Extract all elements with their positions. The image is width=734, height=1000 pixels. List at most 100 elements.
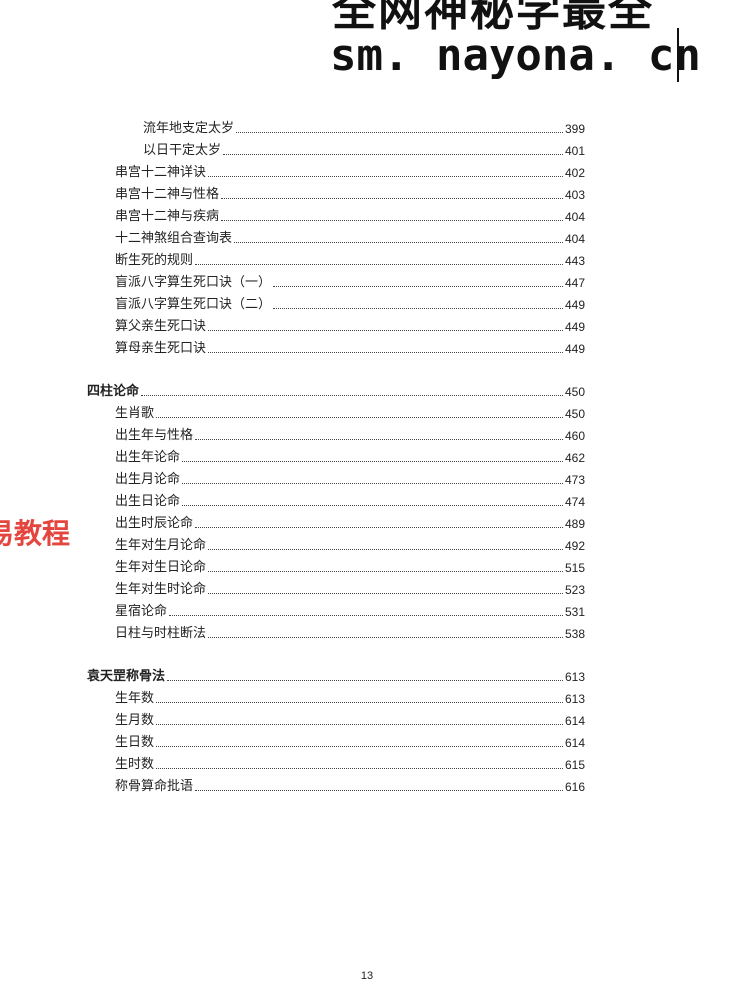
entry-title: 袁天罡称骨法 [87,668,166,683]
toc-entry: 出生年与性格 460 [115,425,585,447]
dot-leader [208,330,563,331]
watermark-line: sm. nayona. cn [330,30,701,81]
entry-page: 474 [564,495,585,509]
dot-leader [167,680,563,681]
dot-leader [156,417,563,418]
entry-page: 403 [564,188,585,202]
entry-title: 以日干定太岁 [143,142,222,157]
entry-page: 443 [564,254,585,268]
dot-leader [195,264,563,265]
entry-title: 出生月论命 [115,471,181,486]
entry-page: 447 [564,276,585,290]
entry-page: 615 [564,758,585,772]
dot-leader [208,637,563,638]
side-watermark: 易教程 [0,517,71,550]
dot-leader [234,242,563,243]
dot-leader [156,746,563,747]
entry-title: 称骨算命批语 [115,778,194,793]
entry-title: 出生日论命 [115,493,181,508]
entry-page: 460 [564,429,585,443]
dot-leader [195,790,563,791]
toc-entry: 以日干定太岁 401 [143,140,585,162]
entry-title: 串宫十二神与疾病 [115,208,220,223]
toc-entry: 算母亲生死口诀 449 [115,338,585,360]
entry-page: 489 [564,517,585,531]
entry-page: 462 [564,451,585,465]
entry-title: 出生年论命 [115,449,181,464]
entry-title: 串宫十二神详诀 [115,164,207,179]
entry-page: 473 [564,473,585,487]
toc-entry: 串宫十二神与疾病 404 [115,206,585,228]
entry-title: 四柱论命 [87,383,140,398]
dot-leader [236,132,563,133]
entry-page: 613 [564,670,585,684]
entry-page: 450 [564,385,585,399]
entry-title: 出生年与性格 [115,427,194,442]
entry-title: 算父亲生死口诀 [115,318,207,333]
dot-leader [182,461,563,462]
toc-entry: 生月数 614 [115,710,585,732]
toc-entry: 生时数 615 [115,754,585,776]
dot-leader [182,483,563,484]
dot-leader [156,724,563,725]
toc-entry: 出生月论命 473 [115,469,585,491]
entry-title: 断生死的规则 [115,252,194,267]
toc-entry: 盲派八字算生死口诀（一） 447 [115,272,585,294]
dot-leader [182,505,563,506]
entry-page: 538 [564,627,585,641]
toc-entry: 星宿论命 531 [115,601,585,623]
entry-page: 613 [564,692,585,706]
toc-entry: 称骨算命批语 616 [115,776,585,798]
dot-leader [208,176,563,177]
entry-title: 生时数 [115,756,155,771]
dot-leader [221,198,563,199]
toc-entry: 生肖歌 450 [115,403,585,425]
entry-page: 449 [564,320,585,334]
dot-leader [156,768,563,769]
toc-entry: 生年对生日论命 515 [115,557,585,579]
toc-entry: 生日数 614 [115,732,585,754]
entry-page: 492 [564,539,585,553]
toc-entry: 断生死的规则 443 [115,250,585,272]
entry-page: 449 [564,342,585,356]
entry-title: 生月数 [115,712,155,727]
entry-page: 401 [564,144,585,158]
entry-title: 生年对生日论命 [115,559,207,574]
toc-entry: 出生时辰论命 489 [115,513,585,535]
toc-entry: 十二神煞组合查询表 404 [115,228,585,250]
entry-title: 流年地支定太岁 [143,120,235,135]
toc-entry: 出生年论命 462 [115,447,585,469]
entry-page: 515 [564,561,585,575]
watermark-line: 全网神秘学最全 [332,0,654,36]
toc-section: 袁天罡称骨法 613 生年数 613 生月数 614 生日数 614 生时数 615 称骨算命批语 6… [0,666,734,798]
dot-leader [208,352,563,353]
entry-title: 星宿论命 [115,603,168,618]
entry-title: 串宫十二神与性格 [115,186,220,201]
entry-title: 日柱与时柱断法 [115,625,207,640]
dot-leader [273,286,563,287]
entry-title: 生日数 [115,734,155,749]
dot-leader [273,308,563,309]
table-of-contents: 流年地支定太岁 399 以日干定太岁 401 串宫十二神详诀 402 串宫十二神与性格 403… [0,118,734,798]
entry-title: 生年数 [115,690,155,705]
toc-entry: 生年数 613 [115,688,585,710]
toc-entry: 算父亲生死口诀 449 [115,316,585,338]
dot-leader [208,593,563,594]
entry-page: 404 [564,210,585,224]
entry-title: 出生时辰论命 [115,515,194,530]
entry-title: 算母亲生死口诀 [115,340,207,355]
entry-page: 616 [564,780,585,794]
entry-page: 399 [564,122,585,136]
entry-title: 盲派八字算生死口诀（一） [115,274,272,289]
dot-leader [156,702,563,703]
entry-title: 生年对生时论命 [115,581,207,596]
dot-leader [195,527,563,528]
toc-entry: 四柱论命 450 [87,381,585,403]
entry-title: 生年对生月论命 [115,537,207,552]
text-cursor [677,28,679,82]
toc-entry: 串宫十二神详诀 402 [115,162,585,184]
entry-page: 531 [564,605,585,619]
toc-entry: 流年地支定太岁 399 [143,118,585,140]
entry-title: 十二神煞组合查询表 [115,230,233,245]
